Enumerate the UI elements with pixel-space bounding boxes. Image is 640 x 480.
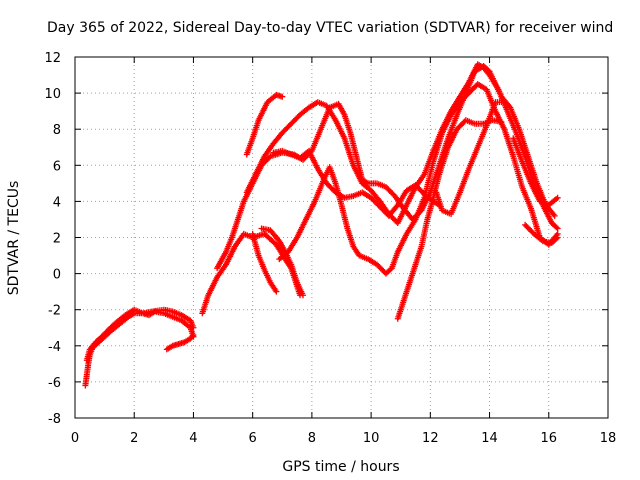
data-point — [553, 224, 560, 231]
data-point — [498, 118, 505, 125]
x-tick-label: 6 — [249, 431, 257, 446]
y-tick-label: 4 — [53, 195, 61, 210]
series-track-15 — [522, 221, 561, 246]
y-tick-label: 8 — [53, 123, 61, 138]
x-axis-label: GPS time / hours — [282, 459, 399, 475]
series-track-6 — [214, 63, 558, 272]
y-tick-label: -8 — [48, 412, 61, 427]
series-track-12 — [394, 117, 505, 322]
data-point — [553, 235, 560, 242]
y-tick-label: 2 — [53, 232, 61, 247]
y-tick-label: 12 — [44, 51, 61, 66]
x-tick-label: 0 — [71, 431, 79, 446]
series-track-5 — [249, 230, 280, 295]
series-track-11 — [276, 81, 561, 277]
data-points — [82, 61, 561, 389]
data-point — [554, 234, 561, 241]
x-tick-label: 8 — [308, 431, 316, 446]
x-tick-label: 4 — [189, 431, 197, 446]
chart-title: Day 365 of 2022, Sidereal Day-to-day VTE… — [47, 20, 613, 36]
y-tick-label: -6 — [48, 376, 61, 391]
y-tick-label: -2 — [48, 304, 61, 319]
data-point — [190, 331, 197, 338]
y-tick-labels: -8 -6 -4 -2 0 2 4 6 8 10 12 — [44, 51, 61, 427]
series-track-14 — [510, 135, 561, 209]
y-tick-label: 10 — [44, 87, 61, 102]
y-tick-label: 0 — [53, 268, 61, 283]
data-point — [551, 212, 558, 219]
series-track-2 — [83, 306, 197, 364]
data-point — [273, 288, 280, 295]
x-tick-label: 16 — [541, 431, 558, 446]
data-point — [300, 292, 307, 299]
data-point — [279, 93, 286, 100]
axis-ticks — [74, 56, 609, 419]
series-track-3 — [163, 331, 197, 353]
y-axis-label: SDTVAR / TECUs — [6, 181, 22, 296]
x-tick-label: 12 — [422, 431, 439, 446]
data-point — [189, 333, 196, 340]
series-track-7 — [243, 91, 286, 158]
series-track-9 — [258, 225, 307, 299]
x-tick-label: 14 — [481, 431, 498, 446]
y-tick-label: 6 — [53, 159, 61, 174]
y-tick-label: -4 — [48, 340, 61, 355]
plot-frame — [74, 56, 609, 419]
x-tick-label: 18 — [600, 431, 617, 446]
x-tick-labels: 0 2 4 6 8 10 12 14 16 18 — [71, 431, 616, 446]
x-tick-label: 2 — [130, 431, 138, 446]
data-point — [554, 225, 561, 232]
x-tick-label: 10 — [363, 431, 380, 446]
data-point — [498, 99, 505, 106]
series-track-13 — [433, 99, 505, 218]
grid-lines — [75, 57, 608, 418]
data-point — [554, 194, 561, 201]
